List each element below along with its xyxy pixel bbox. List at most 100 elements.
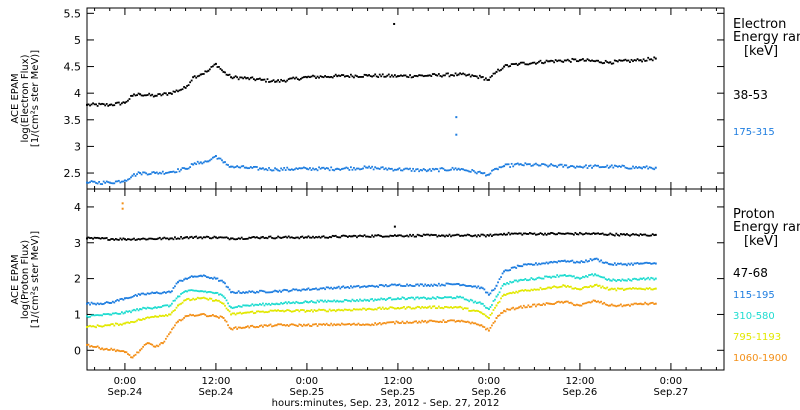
data-point [487, 317, 490, 320]
data-point [465, 285, 468, 287]
data-point [434, 74, 437, 76]
data-point [441, 234, 443, 237]
data-point [437, 234, 440, 237]
data-point [351, 168, 354, 171]
data-point [422, 320, 425, 323]
data-point [325, 236, 328, 239]
data-point [342, 323, 345, 326]
data-point [635, 165, 637, 168]
data-point [363, 307, 366, 310]
data-point [102, 103, 105, 106]
data-point [266, 169, 269, 172]
data-point [168, 333, 170, 336]
data-point [419, 168, 422, 171]
data-point [218, 236, 220, 239]
data-point [354, 285, 357, 288]
data-point [524, 278, 527, 280]
data-point [378, 298, 381, 301]
data-point [357, 167, 360, 170]
data-point [111, 238, 114, 240]
data-point [321, 166, 323, 169]
data-point [539, 263, 542, 266]
data-point [234, 326, 237, 329]
data-point [647, 262, 650, 264]
data-point [131, 238, 134, 241]
data-point [152, 316, 155, 318]
legend-title: Proton [733, 207, 775, 222]
data-point [551, 275, 554, 278]
data-point [415, 296, 418, 299]
data-point [618, 304, 621, 307]
data-point [362, 75, 364, 78]
data-point [421, 283, 424, 286]
data-point [239, 326, 242, 329]
data-point [134, 320, 137, 323]
data-point [509, 292, 512, 294]
data-point [187, 277, 190, 279]
data-point [533, 278, 536, 281]
data-point [600, 61, 603, 64]
data-point [477, 170, 480, 173]
data-point [560, 259, 563, 262]
data-point [636, 167, 639, 169]
data-point [589, 301, 592, 304]
data-point [594, 257, 597, 260]
data-point [583, 59, 586, 62]
data-point [243, 166, 246, 169]
data-point [245, 325, 248, 328]
data-point [557, 59, 560, 62]
data-point [190, 289, 193, 291]
data-point [286, 79, 289, 82]
data-point [312, 235, 314, 238]
data-point [463, 284, 466, 287]
data-point [588, 165, 590, 167]
data-point [356, 308, 358, 311]
data-point [579, 231, 581, 234]
data-point [225, 320, 228, 323]
data-point [618, 287, 621, 290]
data-point [146, 292, 149, 295]
data-point [293, 324, 296, 326]
data-point [152, 345, 155, 348]
data-point [324, 323, 327, 326]
data-point [309, 167, 311, 169]
data-point [331, 76, 334, 79]
data-point [565, 275, 568, 278]
data-point [119, 298, 122, 300]
data-point [603, 276, 606, 279]
data-point [635, 278, 637, 280]
data-point [357, 235, 360, 237]
data-point [519, 232, 522, 235]
data-point [424, 306, 427, 309]
data-point [445, 321, 448, 324]
data-point [277, 290, 279, 293]
data-point [412, 321, 414, 324]
data-point [262, 290, 264, 293]
data-point [442, 74, 445, 77]
data-point [218, 316, 220, 319]
data-point [492, 309, 495, 311]
data-point [557, 286, 560, 289]
data-point [214, 299, 217, 302]
data-point [290, 289, 293, 292]
plot-frame-1 [86, 188, 725, 371]
data-point [87, 325, 90, 328]
data-point [441, 297, 443, 300]
data-point [230, 313, 233, 316]
data-point [204, 313, 207, 316]
data-point [392, 283, 395, 286]
data-point [459, 305, 461, 308]
data-point [494, 233, 496, 236]
data-point [398, 234, 401, 237]
data-point [192, 76, 195, 79]
data-point [174, 309, 176, 312]
data-point [653, 303, 656, 305]
data-point [145, 317, 148, 319]
data-point [305, 309, 308, 312]
data-point [437, 296, 440, 299]
data-point [525, 289, 528, 292]
data-point [568, 274, 571, 277]
data-point [437, 321, 440, 323]
data-point [286, 324, 289, 326]
data-point [541, 304, 543, 306]
